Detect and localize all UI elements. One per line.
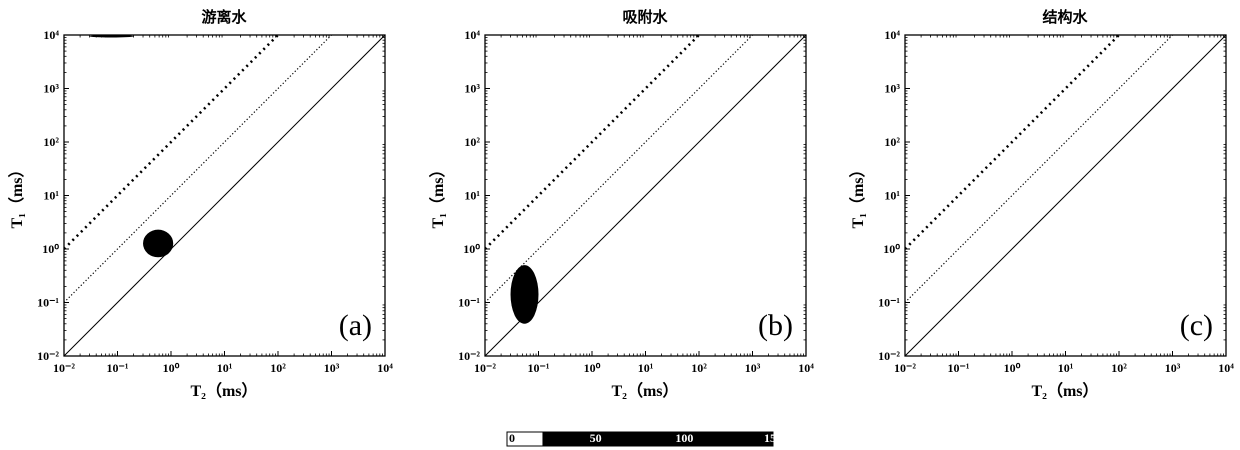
x-tick-label: 10² bbox=[1111, 361, 1127, 375]
plot-content bbox=[64, 0, 385, 356]
y-tick-label: 10³ bbox=[464, 82, 480, 96]
y-tick-label: 10¹ bbox=[43, 189, 59, 203]
panel-title: 游离水 bbox=[201, 8, 247, 26]
panel-label: (c) bbox=[1180, 309, 1213, 342]
y-tick-label: 10² bbox=[43, 135, 59, 149]
signal-blob bbox=[511, 265, 539, 324]
x-tick-label: 10³ bbox=[324, 361, 340, 375]
x-tick-label: 10³ bbox=[745, 361, 761, 375]
y-tick-label: 10⁻¹ bbox=[458, 296, 480, 310]
y-axis-label: T₁（ms） bbox=[8, 161, 26, 228]
y-ticks: 10⁻² 10⁻¹ 10⁰ 10¹ 10² 10³ 10⁴ bbox=[37, 28, 385, 363]
panel-title: 吸附水 bbox=[622, 8, 668, 26]
y-tick-label: 10¹ bbox=[884, 189, 900, 203]
y-tick-label: 10⁴ bbox=[884, 28, 900, 42]
x-tick-label: 10⁴ bbox=[377, 361, 393, 375]
x-axis-label: T₂（ms） bbox=[190, 382, 257, 400]
x-tick-label: 10⁻¹ bbox=[528, 361, 550, 375]
panel-b: 吸附水 10⁻²10⁻¹10⁰10¹10²10³10⁴ 10⁻²10⁻¹10⁰1… bbox=[429, 0, 814, 400]
y-tick-label: 10⁰ bbox=[42, 242, 59, 256]
x-tick-label: 10² bbox=[270, 361, 286, 375]
colorbar-tick-label: 0 bbox=[509, 431, 515, 445]
x-tick-label: 10¹ bbox=[638, 361, 654, 375]
y-tick-label: 10⁴ bbox=[464, 28, 480, 42]
x-tick-label: 10⁴ bbox=[798, 361, 814, 375]
signal-blob bbox=[143, 230, 173, 258]
x-tick-label: 10⁻² bbox=[53, 361, 75, 375]
reference-line-ratio-1 bbox=[905, 35, 1226, 356]
y-tick-label: 10⁰ bbox=[463, 242, 480, 256]
y-tick-label: 10⁰ bbox=[883, 242, 900, 256]
colorbar-tick-label: 100 bbox=[675, 431, 693, 445]
x-axis-label: T₂（ms） bbox=[611, 382, 678, 400]
y-tick-label: 10⁻² bbox=[37, 349, 59, 363]
reference-line-ratio-10 bbox=[64, 0, 385, 303]
y-tick-label: 10³ bbox=[43, 82, 59, 96]
reference-line-ratio-10 bbox=[485, 0, 806, 303]
x-tick-label: 10¹ bbox=[1058, 361, 1074, 375]
panel-label: (a) bbox=[339, 309, 372, 342]
panel-label: (b) bbox=[758, 309, 793, 342]
y-tick-label: 10³ bbox=[884, 82, 900, 96]
x-tick-label: 10² bbox=[691, 361, 707, 375]
x-tick-label: 10⁻¹ bbox=[107, 361, 129, 375]
x-tick-label: 10¹ bbox=[217, 361, 233, 375]
plot-content bbox=[485, 0, 806, 356]
y-axis-label: T₁（ms） bbox=[429, 161, 447, 228]
x-tick-label: 10³ bbox=[1165, 361, 1181, 375]
y-tick-label: 10² bbox=[464, 135, 480, 149]
x-tick-label: 10⁻² bbox=[894, 361, 916, 375]
colorbar-tick-label: 50 bbox=[590, 431, 602, 445]
x-tick-label: 10⁻¹ bbox=[948, 361, 970, 375]
y-tick-label: 10² bbox=[884, 135, 900, 149]
x-tick-label: 10⁴ bbox=[1218, 361, 1234, 375]
x-tick-label: 10⁰ bbox=[584, 361, 601, 375]
panel-a: 游离水 10⁻²10⁻¹10⁰10¹10²10³10⁴ 10⁻²10⁻¹10⁰1… bbox=[8, 0, 393, 400]
x-tick-label: 10⁰ bbox=[163, 361, 180, 375]
x-axis-label: T₂（ms） bbox=[1031, 382, 1098, 400]
plot-content bbox=[905, 0, 1226, 356]
panel-c: 结构水 10⁻²10⁻¹10⁰10¹10²10³10⁴ 10⁻²10⁻¹10⁰1… bbox=[849, 0, 1234, 400]
y-ticks: 10⁻² 10⁻¹ 10⁰ 10¹ 10² 10³ 10⁴ bbox=[878, 28, 1226, 363]
reference-line-ratio-10 bbox=[905, 0, 1226, 303]
colorbar: 0 50 100 150 bbox=[507, 431, 782, 446]
y-ticks: 10⁻² 10⁻¹ 10⁰ 10¹ 10² 10³ 10⁴ bbox=[458, 28, 806, 363]
x-tick-label: 10⁻² bbox=[474, 361, 496, 375]
y-tick-label: 10¹ bbox=[464, 189, 480, 203]
y-tick-label: 10⁻¹ bbox=[878, 296, 900, 310]
y-tick-label: 10⁻² bbox=[878, 349, 900, 363]
reference-line-ratio-1 bbox=[64, 35, 385, 356]
y-tick-label: 10⁻¹ bbox=[37, 296, 59, 310]
y-tick-label: 10⁴ bbox=[43, 28, 59, 42]
y-axis-label: T₁（ms） bbox=[849, 161, 867, 228]
panel-title: 结构水 bbox=[1042, 8, 1088, 26]
colorbar-high-segment bbox=[542, 432, 773, 446]
colorbar-tick-label: 150 bbox=[764, 431, 782, 445]
y-tick-label: 10⁻² bbox=[458, 349, 480, 363]
x-tick-label: 10⁰ bbox=[1004, 361, 1021, 375]
